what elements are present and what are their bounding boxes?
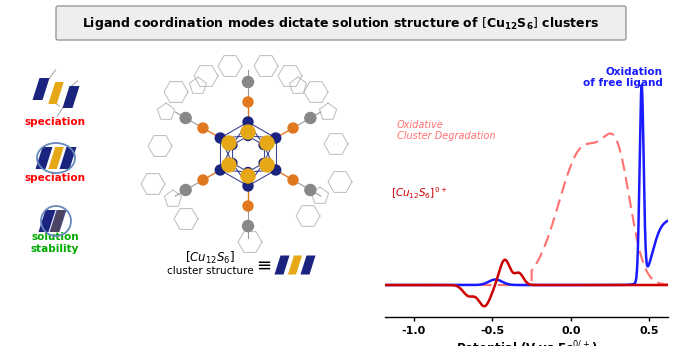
Polygon shape [38, 210, 55, 232]
Circle shape [241, 169, 255, 183]
Circle shape [243, 201, 253, 211]
Polygon shape [50, 210, 65, 232]
Circle shape [243, 97, 253, 107]
Polygon shape [48, 147, 63, 169]
Circle shape [288, 123, 298, 133]
Circle shape [271, 133, 281, 143]
Circle shape [259, 158, 268, 167]
Text: speciation: speciation [25, 117, 85, 127]
Circle shape [180, 184, 191, 195]
Circle shape [216, 133, 225, 143]
Text: Oxidation
of free ligand: Oxidation of free ligand [583, 66, 663, 88]
Circle shape [259, 140, 268, 149]
Circle shape [243, 220, 254, 231]
Circle shape [198, 123, 208, 133]
Polygon shape [33, 78, 50, 100]
Circle shape [243, 117, 253, 127]
Text: Ligand coordination modes dictate solution structure of $[\mathbf{Cu_{12}S_6}]$ : Ligand coordination modes dictate soluti… [83, 15, 599, 31]
Text: solution
stability: solution stability [31, 232, 79, 254]
Text: speciation: speciation [25, 173, 85, 183]
Text: $[Cu_{12}S_6]^{0+}$: $[Cu_{12}S_6]^{0+}$ [391, 185, 447, 201]
Circle shape [243, 181, 253, 191]
Circle shape [260, 136, 274, 150]
Circle shape [243, 76, 254, 88]
Circle shape [180, 112, 191, 124]
Polygon shape [59, 147, 76, 169]
Circle shape [241, 125, 255, 139]
Polygon shape [288, 255, 302, 274]
Circle shape [198, 175, 208, 185]
Circle shape [228, 158, 237, 167]
FancyBboxPatch shape [56, 6, 626, 40]
Text: Oxidative
Cluster Degradation: Oxidative Cluster Degradation [397, 120, 495, 141]
Circle shape [271, 165, 281, 175]
Circle shape [243, 167, 252, 176]
Text: $[Cu_{12}S_6]$: $[Cu_{12}S_6]$ [185, 250, 235, 266]
Circle shape [222, 158, 236, 172]
Polygon shape [48, 82, 63, 104]
Polygon shape [301, 255, 316, 274]
Polygon shape [274, 255, 289, 274]
Circle shape [222, 136, 236, 150]
Circle shape [305, 112, 316, 124]
Circle shape [228, 140, 237, 149]
Text: cluster structure: cluster structure [166, 266, 253, 276]
Polygon shape [63, 86, 80, 108]
X-axis label: Potential (V vs Fc$^{0/+}$): Potential (V vs Fc$^{0/+}$) [456, 340, 597, 346]
Circle shape [305, 184, 316, 195]
Circle shape [260, 158, 274, 172]
Text: $\equiv$: $\equiv$ [252, 256, 271, 274]
Circle shape [216, 165, 225, 175]
Polygon shape [50, 210, 67, 232]
Polygon shape [35, 147, 53, 169]
Circle shape [243, 131, 252, 140]
Circle shape [288, 175, 298, 185]
